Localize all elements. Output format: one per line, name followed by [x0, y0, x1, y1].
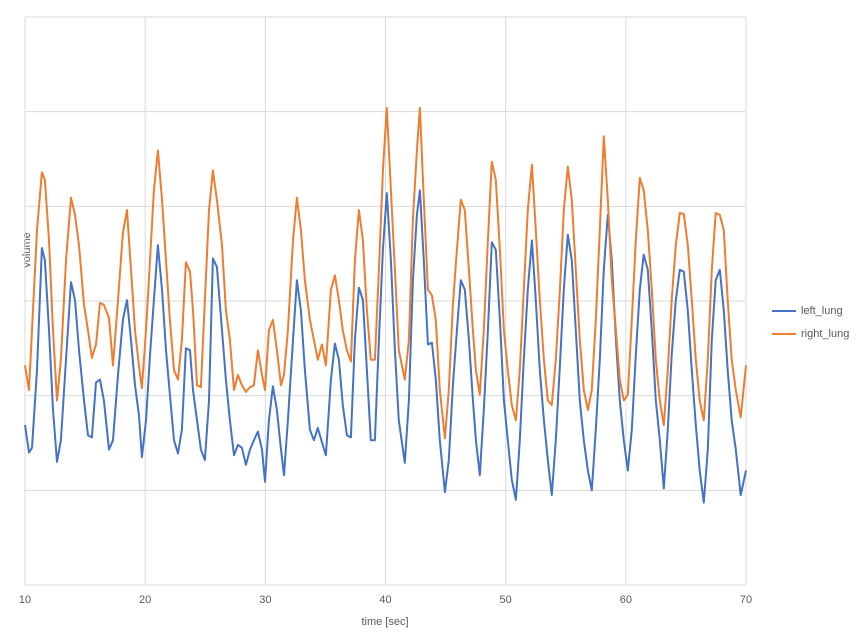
x-tick-label: 50 — [500, 594, 512, 606]
x-axis-label: time [sec] — [361, 616, 408, 628]
x-tick-label: 20 — [139, 594, 151, 606]
legend-label: left_lung — [801, 305, 843, 317]
x-tick-label: 70 — [740, 594, 752, 606]
y-axis-label: volume — [21, 232, 33, 267]
x-tick-label: 30 — [259, 594, 271, 606]
series-line — [24, 189, 747, 504]
series-line — [24, 106, 747, 440]
legend-label: right_lung — [801, 328, 849, 340]
x-tick-label: 60 — [620, 594, 632, 606]
x-tick-label: 40 — [379, 594, 391, 606]
x-tick-label: 10 — [19, 594, 31, 606]
